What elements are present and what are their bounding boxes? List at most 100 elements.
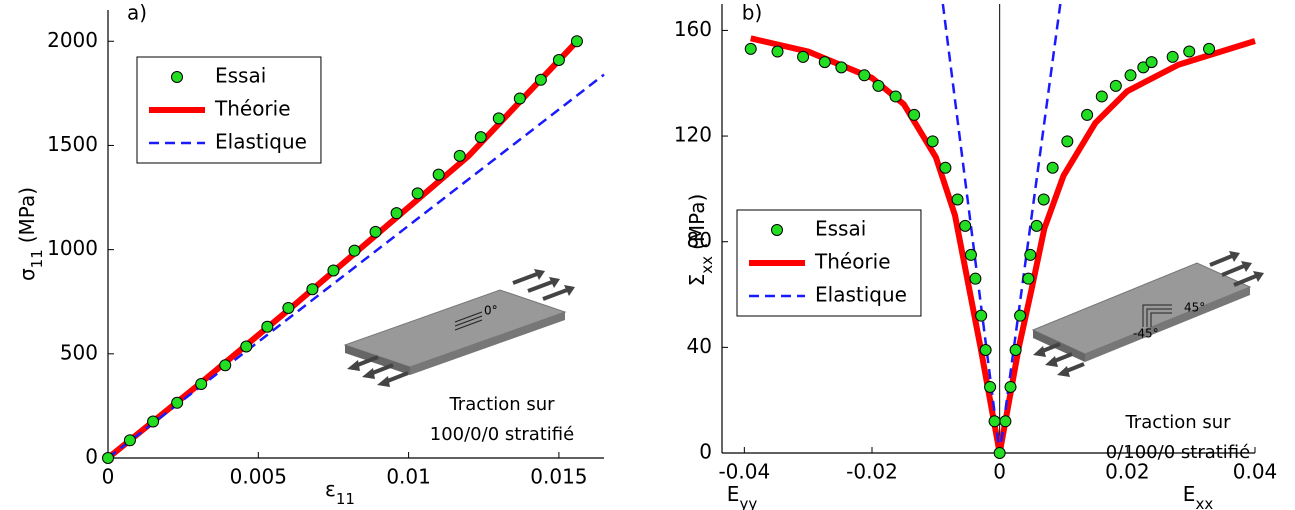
x-tick-label: 0.005 [230, 465, 287, 489]
data-point [835, 61, 848, 74]
data-point [1046, 161, 1059, 174]
data-point [219, 359, 232, 372]
x-axis-label: ε11 [325, 477, 355, 508]
data-point [1037, 193, 1050, 206]
label-subscript: yy [739, 495, 757, 510]
data-point [889, 90, 902, 103]
data-point [102, 452, 114, 464]
panel-label: a) [127, 1, 147, 25]
data-point [282, 301, 295, 314]
plate-edge [1085, 287, 1250, 362]
data-point [348, 244, 361, 257]
y-tick-label: 40 [687, 334, 712, 358]
label-subscript: 11 [336, 490, 355, 508]
data-point [1022, 272, 1035, 285]
x-tick-label: 0.02 [1105, 460, 1150, 484]
data-point [261, 320, 274, 333]
fiber-lines [454, 311, 483, 331]
data-point [570, 35, 583, 48]
data-point [771, 45, 784, 58]
data-point [411, 187, 424, 200]
y-tick-label: 160 [674, 17, 712, 41]
data-point [327, 264, 340, 277]
data-point [195, 378, 208, 391]
label-unit: (MPa) [685, 194, 709, 250]
plate-edge [410, 312, 565, 375]
data-point [1109, 79, 1122, 92]
data-point [123, 434, 136, 447]
x-tick-label: 0 [102, 465, 115, 489]
label-symbol: ε [325, 477, 336, 501]
data-point [513, 92, 526, 105]
arrow-heads [1033, 251, 1264, 377]
data-point [534, 73, 547, 86]
data-point [818, 56, 831, 69]
data-point [959, 219, 972, 232]
legend-label: Essai [215, 64, 266, 88]
y-tick-label: 80 [687, 228, 712, 252]
y-tick-label: 1000 [47, 236, 98, 260]
x-tick-label: -0.04 [718, 460, 770, 484]
data-point [872, 79, 885, 92]
legend-marker [171, 71, 183, 83]
data-point [1081, 108, 1094, 121]
data-point [1183, 45, 1196, 58]
series-line [107, 73, 605, 459]
data-point [453, 149, 466, 162]
y-axis-label: σ11 (MPa) [15, 187, 46, 281]
data-point [147, 415, 160, 428]
data-point [975, 309, 988, 322]
data-point [993, 447, 1006, 459]
data-point [552, 54, 565, 67]
legend-label: Elastique [815, 283, 907, 307]
inset-label: 0° [484, 304, 498, 318]
data-point [1014, 309, 1027, 322]
data-point [797, 50, 810, 63]
inset-label: -45° [1133, 327, 1159, 341]
x-tick-label: 0.01 [386, 465, 431, 489]
inset-a [343, 269, 575, 387]
x-axis-label: Eyy [727, 482, 758, 510]
ply-lines [1142, 304, 1172, 327]
data-point [432, 168, 445, 181]
inset-b [1031, 251, 1264, 377]
data-point [306, 283, 319, 296]
label-symbol: E [727, 482, 740, 506]
label-symbol: E [1183, 482, 1196, 506]
label-subscript: 11 [28, 249, 46, 268]
annotation: Traction sur [1124, 412, 1231, 433]
arrows [354, 272, 568, 384]
data-point [744, 42, 757, 55]
y-tick-label: 1500 [47, 132, 98, 156]
data-point [240, 340, 253, 353]
x-axis-label: Exx [1183, 482, 1214, 510]
data-point [1024, 248, 1037, 261]
data-point [492, 112, 505, 125]
y-tick-label: 2000 [47, 28, 98, 52]
data-point [979, 343, 992, 356]
y-tick-label: 120 [674, 123, 712, 147]
legend-label: Théorie [214, 97, 291, 121]
panel-label: b) [742, 1, 763, 25]
data-point [1095, 90, 1108, 103]
x-tick-label: 0.04 [1233, 460, 1278, 484]
y-axis-label: Σxx (MPa) [685, 194, 716, 287]
label-unit: (MPa) [15, 187, 39, 243]
data-point [908, 108, 921, 121]
annotation: 100/0/0 stratifié [430, 424, 574, 445]
data-point [474, 131, 487, 144]
x-tick-label: -0.02 [846, 460, 898, 484]
data-point [984, 380, 997, 393]
plate-edge [345, 345, 410, 375]
arrow-heads [347, 269, 575, 387]
data-point [964, 248, 977, 261]
data-point [1124, 69, 1137, 82]
legend-label: Elastique [215, 130, 307, 154]
label-symbol: Σ [685, 274, 709, 287]
data-point [969, 272, 982, 285]
label-subscript: xx [1195, 495, 1213, 510]
legend-label: Essai [815, 217, 866, 241]
legend-label: Théorie [814, 250, 891, 274]
data-point [390, 207, 403, 220]
annotation: Traction sur [448, 394, 555, 415]
